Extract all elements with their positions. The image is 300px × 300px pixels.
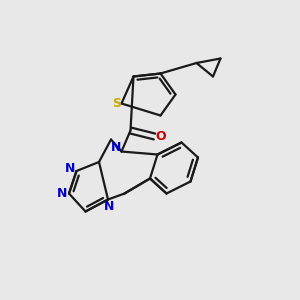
Text: N: N bbox=[65, 162, 75, 175]
Text: N: N bbox=[104, 200, 115, 213]
Text: N: N bbox=[111, 141, 121, 154]
Text: S: S bbox=[112, 97, 122, 110]
Text: O: O bbox=[156, 130, 167, 143]
Text: N: N bbox=[57, 187, 68, 200]
